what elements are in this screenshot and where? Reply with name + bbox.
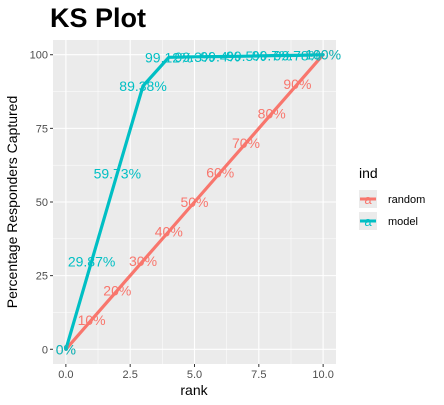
data-label-random: 0% [56,341,76,357]
x-tick-label: 0.0 [58,369,73,381]
data-label-random: 90% [283,76,311,92]
legend-key-glyph-random: a [364,192,372,207]
point-labels: 0%10%20%30%40%50%60%70%80%90%100%0%29.87… [56,47,341,358]
y-tick-label: 25 [36,271,48,283]
series-line-random [64,53,325,351]
y-tick-label: 100 [30,50,48,62]
y-tick-label: 0 [42,344,48,356]
x-axis: 0.0 2.5 5.0 7.5 10.0 [58,364,334,381]
legend: ind a random a model [359,165,425,230]
y-axis: 0 25 50 75 100 [30,50,53,356]
data-label-model: 89.38% [119,78,166,94]
x-tick-label: 5.0 [187,369,202,381]
data-label-random: 70% [232,135,260,151]
legend-key-glyph-model: a [364,214,372,229]
data-label-model: 99.5% [226,48,266,64]
data-label-model: 29.87% [68,253,115,269]
data-label-model: 59.73% [94,165,141,181]
data-label-random: 40% [155,223,183,239]
y-axis-title: Percentage Responders Captured [4,96,20,308]
y-tick-label: 50 [36,197,48,209]
data-label-random: 80% [258,106,286,122]
x-axis-title: rank [180,382,208,398]
data-label-random: 50% [180,194,208,210]
data-label-random: 30% [129,253,157,269]
data-label-model: 99.4% [200,48,240,64]
data-label-model: 99.12% [145,49,192,65]
data-label-random: 60% [206,165,234,181]
data-label-model: 99.3% [175,49,215,65]
data-label-model: 99.78% [274,47,321,63]
data-label-random: 20% [103,282,131,298]
x-tick-label: 10.0 [312,369,333,381]
data-label-model: 0% [56,341,76,357]
data-label-model: 99.7% [252,48,292,64]
legend-title: ind [359,165,378,181]
x-tick-label: 2.5 [123,369,138,381]
x-tick-label: 7.5 [251,369,266,381]
series-line-model [64,53,325,351]
y-tick-label: 75 [36,123,48,135]
chart-title: KS Plot [50,3,146,33]
legend-label-random: random [388,194,425,206]
data-label-random: 100% [305,47,341,63]
data-label-model: 100% [305,47,341,63]
series-lines [64,53,325,351]
legend-label-model: model [388,216,418,228]
data-label-random: 10% [78,312,106,328]
